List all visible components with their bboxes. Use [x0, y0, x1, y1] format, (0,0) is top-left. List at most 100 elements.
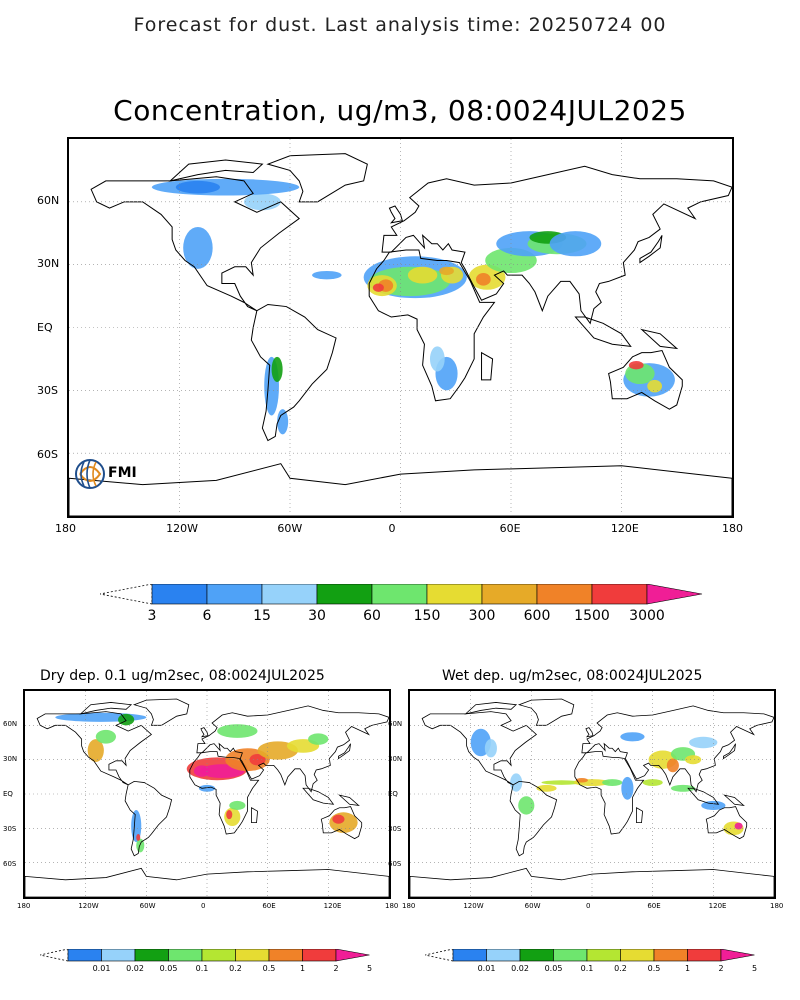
colorbar-swatch — [426, 583, 483, 605]
coastline — [338, 744, 350, 759]
lat-tick-label: 60N — [37, 193, 60, 207]
colorbar-under-arrow — [99, 583, 153, 605]
colorbar-swatch — [268, 948, 303, 962]
dust-field-patch — [549, 231, 602, 257]
coastline-layer — [69, 154, 732, 516]
colorbar-swatch — [168, 948, 203, 962]
coastline — [91, 177, 299, 311]
dust-field-patch — [332, 814, 345, 824]
lat-tick-label: 60N — [388, 720, 403, 728]
coastline-layer — [25, 699, 389, 897]
coastline — [575, 317, 630, 346]
dust-field-patch — [628, 361, 644, 370]
dust-field-layer — [55, 712, 358, 853]
wet-deposition-map — [408, 689, 776, 899]
dust-field-patch — [620, 732, 645, 742]
lon-tick-label: 0 — [388, 522, 396, 535]
dust-field-patch — [136, 838, 145, 853]
colorbar-tick-label: 0.2 — [614, 964, 627, 973]
colorbar-swatch — [134, 948, 169, 962]
dry-dep-title: Dry dep. 0.1 ug/m2sec, 08:0024JUL2025 — [40, 668, 325, 684]
lat-tick-label: 30S — [37, 384, 58, 397]
coastline — [268, 154, 367, 202]
lon-tick-label: 60E — [499, 522, 521, 535]
coastline — [190, 752, 259, 834]
coastline — [724, 795, 743, 805]
coastline — [609, 351, 683, 410]
lon-tick-label: 60W — [524, 902, 541, 910]
coastline — [25, 868, 389, 897]
main-colorbar — [99, 583, 710, 610]
graticule — [410, 691, 774, 897]
colorbar-tick-label: 0.01 — [477, 964, 496, 973]
lon-tick-label: 120W — [78, 902, 99, 910]
lon-tick-label: 60E — [262, 902, 276, 910]
lon-tick-label: 180 — [17, 902, 31, 910]
colorbar-over-arrow — [720, 948, 755, 962]
coastline — [389, 206, 402, 223]
coastline — [642, 330, 677, 349]
colorbar-swatch — [302, 948, 337, 962]
lon-tick-label: 60W — [277, 522, 303, 535]
dust-field-patch — [95, 729, 116, 744]
coastline — [636, 808, 642, 823]
colorbar-over-arrow — [335, 948, 370, 962]
dust-field-patch — [217, 724, 258, 738]
colorbar-swatch — [591, 583, 648, 605]
coastline — [125, 781, 172, 855]
coastline — [37, 712, 151, 785]
coastline — [339, 795, 358, 805]
dust-field-patch — [175, 180, 221, 194]
dust-field-patch — [136, 834, 141, 841]
lat-tick-label: 60S — [37, 447, 58, 461]
colorbar-tick-label: 1500 — [574, 608, 610, 624]
colorbar-tick-label: 5 — [366, 964, 373, 973]
colorbar-tick-label: 60 — [363, 608, 381, 624]
dust-field-patch — [151, 178, 300, 196]
lat-tick-label: 60S — [388, 860, 402, 868]
colorbar-tick-label: 2 — [333, 964, 339, 973]
colorbar-swatch — [235, 948, 270, 962]
colorbar-tick-label: 0.5 — [262, 964, 276, 973]
main-concentration-map — [67, 137, 734, 518]
coastline-layer — [410, 699, 774, 897]
colorbar-swatch — [481, 583, 538, 605]
coastline — [723, 744, 735, 759]
colorbar-under-arrow — [424, 948, 454, 962]
lon-tick-label: 180 — [722, 522, 743, 535]
lon-tick-label: 0 — [586, 902, 591, 910]
colorbar-swatch — [452, 948, 487, 962]
coastline — [482, 353, 493, 380]
colorbar-swatch — [371, 583, 428, 605]
lon-tick-label: 120W — [463, 902, 484, 910]
lat-tick-label: 60S — [3, 860, 17, 868]
colorbar-tick-label: 30 — [308, 608, 326, 624]
colorbar-swatch — [653, 948, 688, 962]
dust-field-patch — [439, 266, 454, 276]
colorbar-tick-label: 1 — [684, 964, 691, 973]
colorbar-swatch — [261, 583, 318, 605]
coastline — [81, 702, 132, 713]
dust-field-patch — [277, 409, 289, 435]
graticule — [69, 139, 732, 516]
coastline — [170, 160, 262, 181]
fmi-logo-icon — [75, 459, 105, 489]
dry-deposition-map — [23, 689, 391, 899]
colorbar-over-arrow — [646, 583, 703, 605]
dust-field-patch — [229, 800, 246, 811]
dust-field-patch — [429, 346, 445, 372]
colorbar-tick-label: 0.01 — [92, 964, 111, 973]
coastline — [251, 304, 336, 440]
lon-tick-label: 120W — [166, 522, 199, 535]
colorbar-tick-label: 0.1 — [580, 964, 594, 973]
dust-field-patch — [183, 226, 213, 269]
dust-field-patch — [734, 822, 743, 830]
coastline — [640, 235, 662, 262]
lon-tick-label: 120E — [323, 902, 342, 910]
lon-tick-label: 60W — [139, 902, 156, 910]
colorbar-tick-label: 3 — [147, 608, 157, 624]
coastline — [303, 788, 333, 804]
dust-field-patch — [407, 266, 438, 284]
colorbar-swatch — [101, 948, 136, 962]
colorbar-swatch — [586, 948, 621, 962]
